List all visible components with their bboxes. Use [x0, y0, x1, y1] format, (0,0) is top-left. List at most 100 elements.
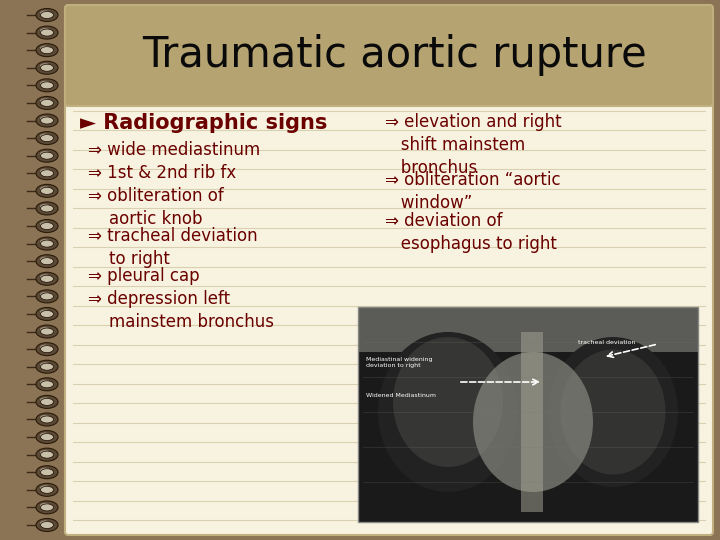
- Ellipse shape: [36, 272, 58, 285]
- Ellipse shape: [36, 413, 58, 426]
- Text: ⇒ deviation of
   esophagus to right: ⇒ deviation of esophagus to right: [385, 212, 557, 253]
- Ellipse shape: [36, 430, 58, 443]
- Ellipse shape: [40, 434, 53, 441]
- Ellipse shape: [36, 518, 58, 531]
- Ellipse shape: [36, 237, 58, 250]
- Ellipse shape: [40, 116, 50, 121]
- Ellipse shape: [40, 503, 50, 508]
- Ellipse shape: [36, 448, 58, 461]
- Ellipse shape: [40, 381, 53, 388]
- Ellipse shape: [36, 114, 58, 127]
- Ellipse shape: [40, 450, 50, 455]
- Ellipse shape: [40, 487, 53, 494]
- Ellipse shape: [40, 522, 53, 529]
- Ellipse shape: [40, 221, 50, 227]
- Ellipse shape: [40, 274, 50, 279]
- Ellipse shape: [548, 337, 678, 487]
- Ellipse shape: [40, 239, 50, 244]
- Ellipse shape: [40, 327, 50, 332]
- Text: ► Radiographic signs: ► Radiographic signs: [80, 113, 328, 133]
- Ellipse shape: [36, 343, 58, 356]
- Ellipse shape: [40, 82, 53, 89]
- Ellipse shape: [40, 380, 50, 385]
- Ellipse shape: [473, 352, 593, 492]
- Ellipse shape: [36, 360, 58, 373]
- Ellipse shape: [40, 415, 50, 420]
- Ellipse shape: [40, 64, 53, 71]
- Ellipse shape: [36, 97, 58, 110]
- Ellipse shape: [36, 26, 58, 39]
- Text: ⇒ obliteration “aortic
   window”: ⇒ obliteration “aortic window”: [385, 171, 561, 212]
- Ellipse shape: [40, 240, 53, 247]
- Ellipse shape: [36, 483, 58, 496]
- Ellipse shape: [40, 170, 53, 177]
- Ellipse shape: [40, 204, 50, 209]
- Ellipse shape: [36, 149, 58, 162]
- Ellipse shape: [36, 325, 58, 338]
- Text: Mediastinal widening
deviation to right: Mediastinal widening deviation to right: [366, 357, 433, 368]
- Ellipse shape: [40, 46, 53, 53]
- Text: ⇒ 1st & 2nd rib fx: ⇒ 1st & 2nd rib fx: [88, 164, 236, 182]
- Ellipse shape: [40, 10, 50, 16]
- Text: ⇒ obliteration of
    aortic knob: ⇒ obliteration of aortic knob: [88, 187, 224, 228]
- Ellipse shape: [40, 293, 53, 300]
- Ellipse shape: [40, 399, 53, 406]
- Text: Traumatic aortic rupture: Traumatic aortic rupture: [143, 35, 647, 77]
- Ellipse shape: [40, 11, 53, 18]
- Ellipse shape: [40, 99, 53, 106]
- Ellipse shape: [36, 167, 58, 180]
- Ellipse shape: [40, 63, 50, 68]
- Ellipse shape: [40, 98, 50, 104]
- Ellipse shape: [40, 222, 53, 230]
- Ellipse shape: [36, 307, 58, 320]
- Text: tracheal deviation: tracheal deviation: [578, 340, 635, 345]
- Bar: [521, 332, 543, 512]
- Ellipse shape: [40, 397, 50, 402]
- Ellipse shape: [40, 186, 50, 191]
- Text: Widened Mediastinum: Widened Mediastinum: [366, 393, 436, 398]
- Ellipse shape: [40, 292, 50, 297]
- Ellipse shape: [40, 485, 50, 490]
- Ellipse shape: [40, 28, 50, 33]
- Ellipse shape: [40, 258, 53, 265]
- Bar: [358, 307, 698, 522]
- Ellipse shape: [40, 363, 53, 370]
- Ellipse shape: [40, 205, 53, 212]
- Ellipse shape: [40, 468, 50, 472]
- Ellipse shape: [36, 44, 58, 57]
- Ellipse shape: [36, 132, 58, 145]
- Ellipse shape: [36, 220, 58, 233]
- Text: ⇒ tracheal deviation
    to right: ⇒ tracheal deviation to right: [88, 227, 258, 268]
- Ellipse shape: [36, 378, 58, 391]
- Ellipse shape: [40, 169, 50, 174]
- Ellipse shape: [36, 79, 58, 92]
- Ellipse shape: [40, 469, 53, 476]
- FancyBboxPatch shape: [65, 5, 713, 106]
- Text: ⇒ pleural cap: ⇒ pleural cap: [88, 267, 199, 285]
- Ellipse shape: [40, 310, 53, 318]
- Text: ⇒ elevation and right
   shift mainstem
   bronchus: ⇒ elevation and right shift mainstem bro…: [385, 113, 562, 177]
- Ellipse shape: [36, 465, 58, 479]
- Ellipse shape: [393, 337, 503, 467]
- Ellipse shape: [36, 501, 58, 514]
- Ellipse shape: [40, 187, 53, 194]
- Ellipse shape: [40, 346, 53, 353]
- Ellipse shape: [40, 275, 53, 282]
- Ellipse shape: [36, 9, 58, 22]
- Ellipse shape: [40, 362, 50, 367]
- Ellipse shape: [40, 152, 53, 159]
- Ellipse shape: [40, 328, 53, 335]
- Ellipse shape: [40, 134, 53, 141]
- Text: ⇒ wide mediastinum: ⇒ wide mediastinum: [88, 141, 260, 159]
- Ellipse shape: [36, 395, 58, 408]
- Ellipse shape: [40, 309, 50, 314]
- Ellipse shape: [40, 416, 53, 423]
- Ellipse shape: [40, 46, 50, 51]
- Ellipse shape: [40, 29, 53, 36]
- Ellipse shape: [36, 61, 58, 75]
- Bar: [358, 307, 698, 352]
- Ellipse shape: [40, 345, 50, 349]
- Ellipse shape: [560, 349, 665, 475]
- Ellipse shape: [40, 117, 53, 124]
- Ellipse shape: [40, 433, 50, 437]
